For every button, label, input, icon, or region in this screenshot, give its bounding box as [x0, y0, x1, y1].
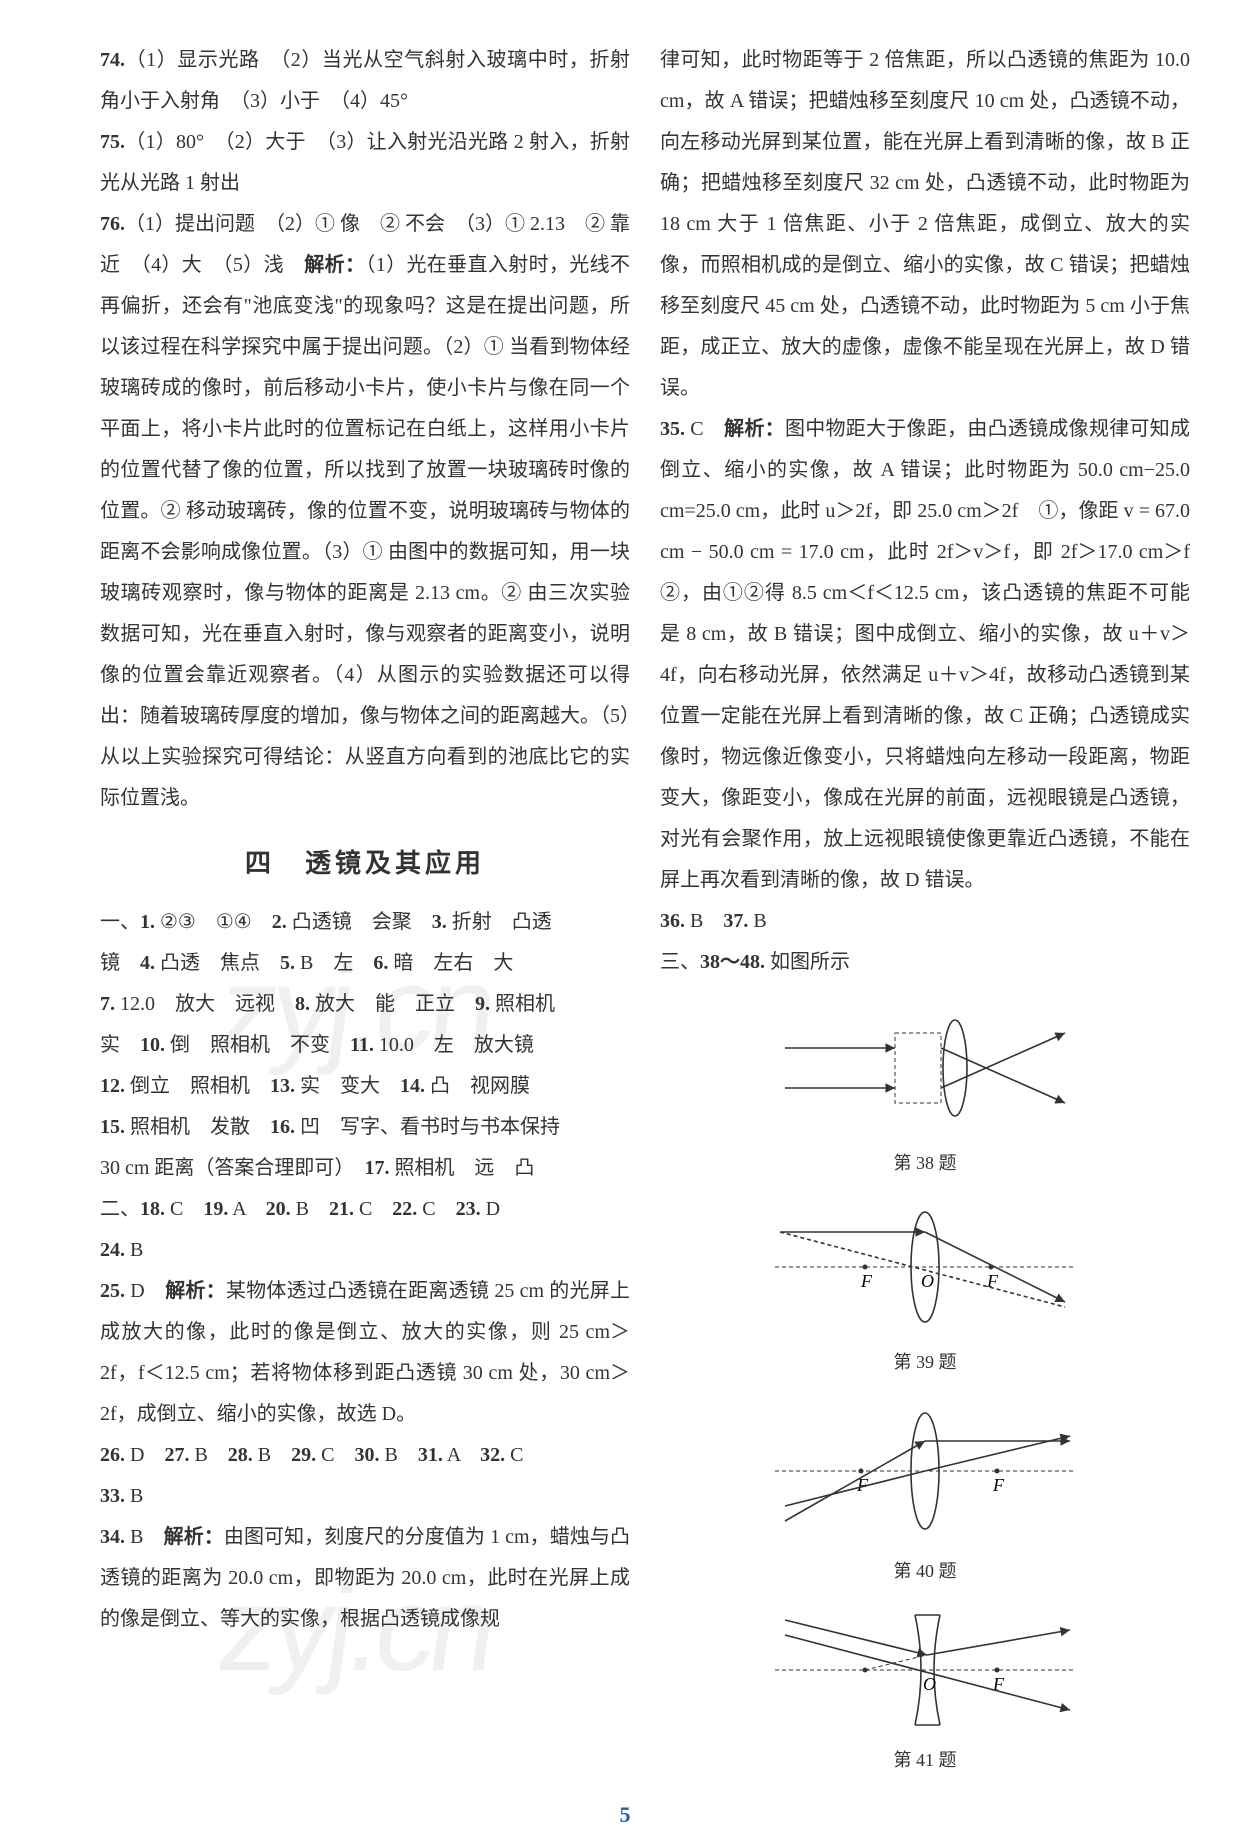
diagram-svg: FF — [765, 1391, 1085, 1551]
svg-text:O: O — [923, 1674, 936, 1694]
section-title-lenses: 四 透镜及其应用 — [100, 837, 630, 890]
figure-38: 第 38 题 — [660, 993, 1190, 1182]
part1-line3: 7. 12.0 放大 远视 8. 放大 能 正立 9. 照相机 — [100, 984, 630, 1025]
part2-line3: 26. D 27. B 28. B 29. C 30. B 31. A 32. … — [100, 1435, 630, 1476]
part1-line4: 实 10. 倒 照相机 不变 11. 10.0 左 放大镜 — [100, 1025, 630, 1066]
figure-41: OF第 41 题 — [660, 1600, 1190, 1779]
svg-text:F: F — [860, 1271, 873, 1291]
two-column-layout: 74.（1）显示光路 （2）当光从空气斜射入玻璃中时，折射角小于入射角 （3）小… — [100, 40, 1190, 1760]
figure-41-caption: 第 41 题 — [660, 1742, 1190, 1779]
figure-39: FOF第 39 题 — [660, 1192, 1190, 1381]
answer-74: 74.（1）显示光路 （2）当光从空气斜射入玻璃中时，折射角小于入射角 （3）小… — [100, 40, 630, 122]
answer-34-cont: 律可知，此时物距等于 2 倍焦距，所以凸透镜的焦距为 10.0 cm，故 A 错… — [660, 40, 1190, 409]
part2-line2: 24. B — [100, 1230, 630, 1271]
answer-75: 75.（1）80° （2）大于 （3）让入射光沿光路 2 射入，折射光从光路 1… — [100, 122, 630, 204]
figure-39-caption: 第 39 题 — [660, 1344, 1190, 1381]
part1-line: 一、1. ②③ ①④ 2. 凸透镜 会聚 3. 折射 凸透 — [100, 902, 630, 943]
right-column: 律可知，此时物距等于 2 倍焦距，所以凸透镜的焦距为 10.0 cm，故 A 错… — [660, 40, 1190, 1760]
answer-25: 25. D 解析：某物体透过凸透镜在距离透镜 25 cm 的光屏上成放大的像，此… — [100, 1271, 630, 1435]
figure-38-caption: 第 38 题 — [660, 1145, 1190, 1182]
diagram-svg — [765, 993, 1085, 1143]
part2-line5: 36. B 37. B — [660, 901, 1190, 942]
part1-line7: 30 cm 距离（答案合理即可） 17. 照相机 远 凸 — [100, 1148, 630, 1189]
svg-text:O: O — [921, 1271, 934, 1291]
answer-34: 34. B 解析：由图可知，刻度尺的分度值为 1 cm，蜡烛与凸透镜的距离为 2… — [100, 1517, 630, 1640]
part2-line1: 二、18. C 19. A 20. B 21. C 22. C 23. D — [100, 1189, 630, 1230]
left-column: 74.（1）显示光路 （2）当光从空气斜射入玻璃中时，折射角小于入射角 （3）小… — [100, 40, 630, 1760]
diagram-svg: OF — [765, 1600, 1085, 1740]
part2-line4: 33. B — [100, 1476, 630, 1517]
figure-40-caption: 第 40 题 — [660, 1553, 1190, 1590]
part3-header: 三、38～48. 如图所示 — [660, 942, 1190, 983]
diagram-svg: FOF — [765, 1192, 1085, 1342]
answer-35: 35. C 解析：图中物距大于像距，由凸透镜成像规律可知成倒立、缩小的实像，故 … — [660, 409, 1190, 901]
svg-text:F: F — [992, 1475, 1005, 1495]
part1-line6: 15. 照相机 发散 16. 凹 写字、看书时与书本保持 — [100, 1107, 630, 1148]
page-number: 5 — [620, 1802, 631, 1828]
part1-line2: 镜 4. 凸透 焦点 5. B 左 6. 暗 左右 大 — [100, 943, 630, 984]
figure-40: FF第 40 题 — [660, 1391, 1190, 1590]
answer-76: 76.（1）提出问题 （2）① 像 ② 不会 （3）① 2.13 ② 靠近 （4… — [100, 204, 630, 819]
part1-line5: 12. 倒立 照相机 13. 实 变大 14. 凸 视网膜 — [100, 1066, 630, 1107]
